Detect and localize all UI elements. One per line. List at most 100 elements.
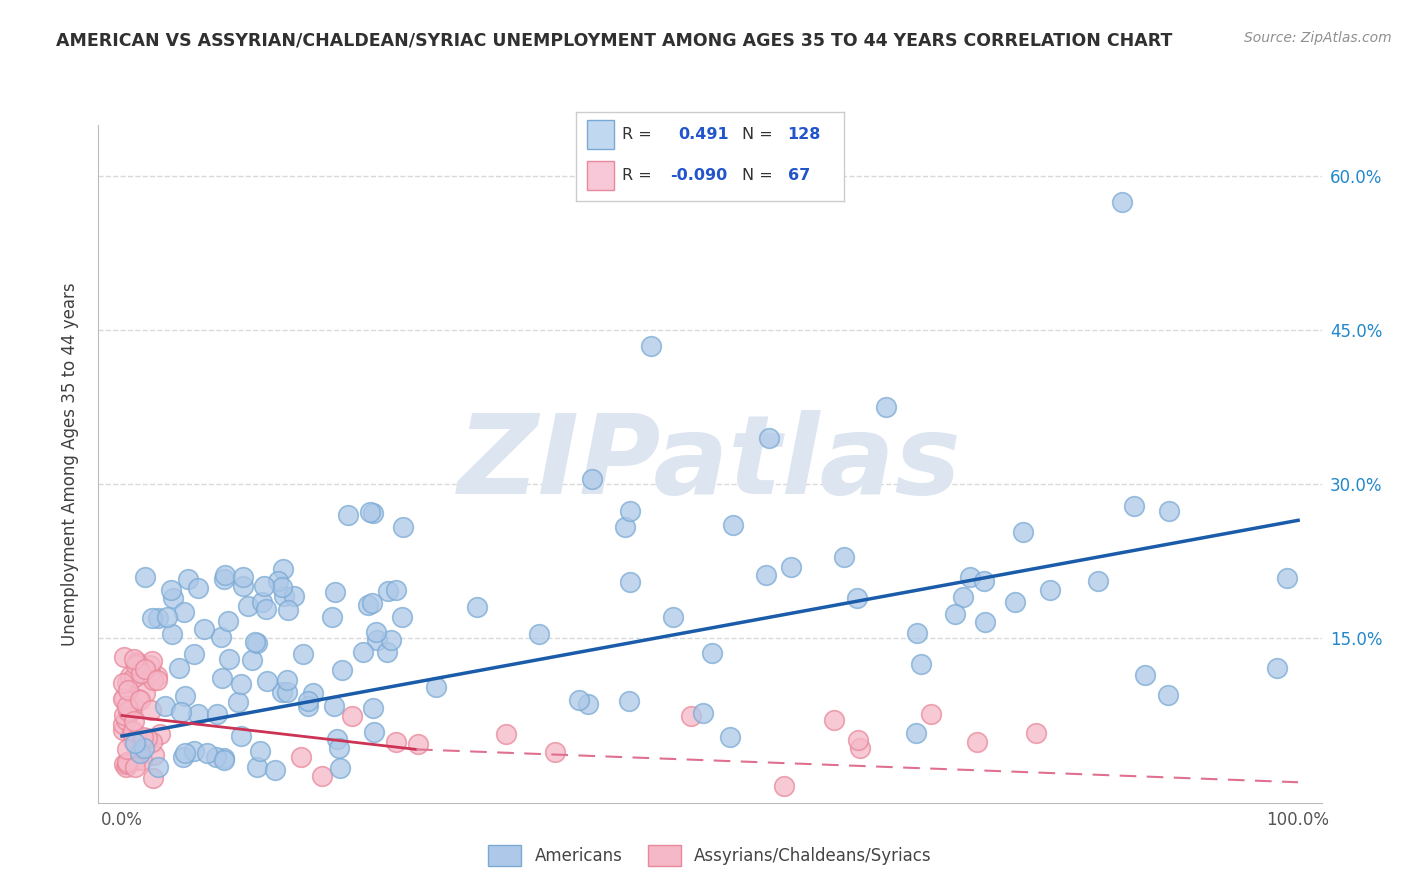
Point — [134, 662, 156, 676]
Point — [328, 740, 350, 755]
Point — [160, 582, 183, 597]
Point — [328, 761, 350, 775]
Point — [115, 759, 138, 773]
Point — [337, 508, 360, 522]
Point — [581, 472, 603, 486]
Text: -0.090: -0.090 — [669, 168, 727, 183]
Point — [187, 707, 209, 722]
Point — [120, 703, 142, 717]
Y-axis label: Unemployment Among Ages 35 to 44 years: Unemployment Among Ages 35 to 44 years — [60, 282, 79, 646]
Point — [361, 701, 384, 715]
Point — [952, 590, 974, 604]
Point — [146, 669, 169, 683]
Point — [1157, 504, 1180, 518]
Point — [1012, 524, 1035, 539]
Point — [832, 550, 855, 565]
Point — [267, 574, 290, 588]
Point — [236, 599, 259, 614]
Point — [132, 730, 155, 744]
Point — [232, 579, 254, 593]
Point — [118, 669, 141, 683]
Point — [111, 676, 134, 690]
Point — [141, 654, 163, 668]
Point — [330, 664, 353, 678]
Text: R =: R = — [621, 168, 651, 183]
Point — [134, 686, 156, 700]
Point — [167, 661, 190, 675]
Point — [124, 736, 146, 750]
Text: AMERICAN VS ASSYRIAN/CHALDEAN/SYRIAC UNEMPLOYMENT AMONG AGES 35 TO 44 YEARS CORR: AMERICAN VS ASSYRIAN/CHALDEAN/SYRIAC UNE… — [56, 31, 1173, 49]
Point — [283, 589, 305, 603]
Point — [943, 607, 966, 622]
Point — [1004, 595, 1026, 609]
Point — [845, 591, 868, 605]
Point — [366, 633, 388, 648]
Point — [1039, 582, 1062, 597]
Point — [205, 707, 228, 722]
Point — [112, 649, 135, 664]
Point — [212, 753, 235, 767]
Point — [246, 760, 269, 774]
Point — [125, 655, 148, 669]
Point — [276, 685, 298, 699]
Point — [146, 611, 169, 625]
Point — [142, 748, 165, 763]
Point — [155, 610, 177, 624]
Point — [204, 750, 226, 764]
Point — [134, 570, 156, 584]
Point — [361, 596, 384, 610]
Point — [114, 714, 136, 728]
Point — [366, 624, 388, 639]
Point — [465, 599, 488, 614]
Point — [131, 753, 153, 767]
Point — [568, 693, 591, 707]
Text: ZIPatlas: ZIPatlas — [458, 410, 962, 517]
Point — [973, 574, 995, 588]
Point — [111, 723, 134, 737]
Point — [131, 665, 153, 680]
Point — [276, 673, 298, 687]
Point — [211, 671, 233, 685]
Point — [183, 647, 205, 661]
Point — [125, 753, 148, 767]
Point — [226, 695, 249, 709]
Point — [292, 647, 315, 661]
Point — [146, 673, 169, 687]
Point — [385, 735, 408, 749]
Point — [249, 744, 271, 758]
Text: Source: ZipAtlas.com: Source: ZipAtlas.com — [1244, 31, 1392, 45]
Point — [240, 653, 263, 667]
Point — [359, 506, 381, 520]
Point — [127, 666, 149, 681]
Point — [910, 657, 932, 672]
Point — [905, 726, 928, 740]
Point — [1025, 726, 1047, 740]
Point — [846, 733, 869, 747]
Point — [1087, 574, 1109, 589]
Point — [177, 572, 200, 586]
Point — [121, 733, 143, 747]
Text: 67: 67 — [787, 168, 810, 183]
Point — [311, 768, 333, 782]
Point — [1275, 571, 1298, 585]
Point — [124, 760, 146, 774]
Point — [780, 560, 803, 574]
Bar — [588, 120, 614, 149]
Point — [127, 656, 149, 670]
Point — [209, 630, 232, 644]
Point — [661, 610, 683, 624]
Point — [193, 622, 215, 636]
Point — [640, 339, 662, 353]
Point — [128, 693, 150, 707]
Point — [187, 581, 209, 595]
Point — [142, 771, 165, 785]
Point — [115, 755, 138, 769]
Point — [297, 694, 319, 708]
Point — [823, 713, 845, 727]
Point — [361, 506, 384, 520]
Point — [375, 645, 398, 659]
Point — [254, 602, 277, 616]
Point — [340, 709, 363, 723]
Point — [160, 627, 183, 641]
Point — [297, 699, 319, 714]
